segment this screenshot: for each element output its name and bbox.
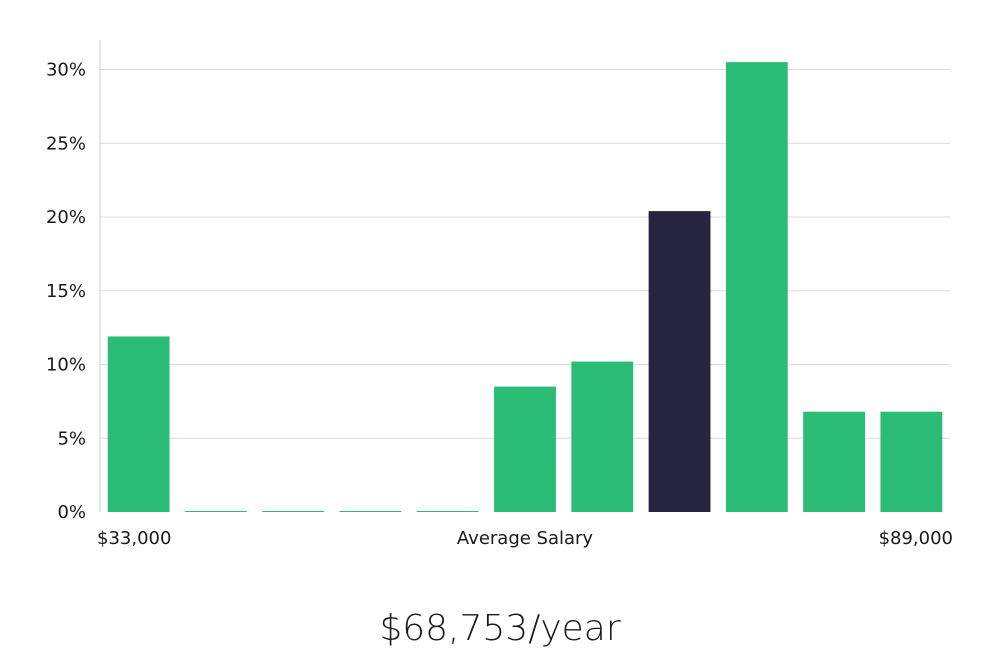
- bar: [803, 412, 865, 512]
- y-tick-label: 15%: [46, 281, 86, 302]
- x-axis-title: Average Salary: [0, 528, 1000, 549]
- gridlines: [100, 70, 950, 439]
- y-tick-label: 10%: [46, 355, 86, 376]
- average-salary-value: $68,753/year: [0, 608, 1000, 649]
- y-tick-label: 25%: [46, 133, 86, 154]
- y-tick-label: 0%: [57, 502, 86, 523]
- bar: [262, 511, 324, 512]
- bar: [726, 62, 788, 512]
- y-tick-label: 5%: [57, 428, 86, 449]
- bar: [571, 362, 633, 512]
- bar: [340, 511, 402, 512]
- bars: [108, 62, 943, 512]
- bar: [108, 336, 170, 512]
- x-axis-max-label: $89,000: [879, 528, 953, 549]
- bar-highlighted: [649, 211, 711, 512]
- bar: [494, 387, 556, 512]
- y-tick-label: 30%: [46, 60, 86, 81]
- bar: [185, 511, 247, 512]
- salary-histogram-chart: 0% 5% 10% 15% 20% 25% 30%: [0, 0, 1000, 600]
- y-tick-label: 20%: [46, 207, 86, 228]
- bar: [880, 412, 942, 512]
- y-axis-ticks: 0% 5% 10% 15% 20% 25% 30%: [46, 60, 86, 524]
- bar: [417, 511, 479, 512]
